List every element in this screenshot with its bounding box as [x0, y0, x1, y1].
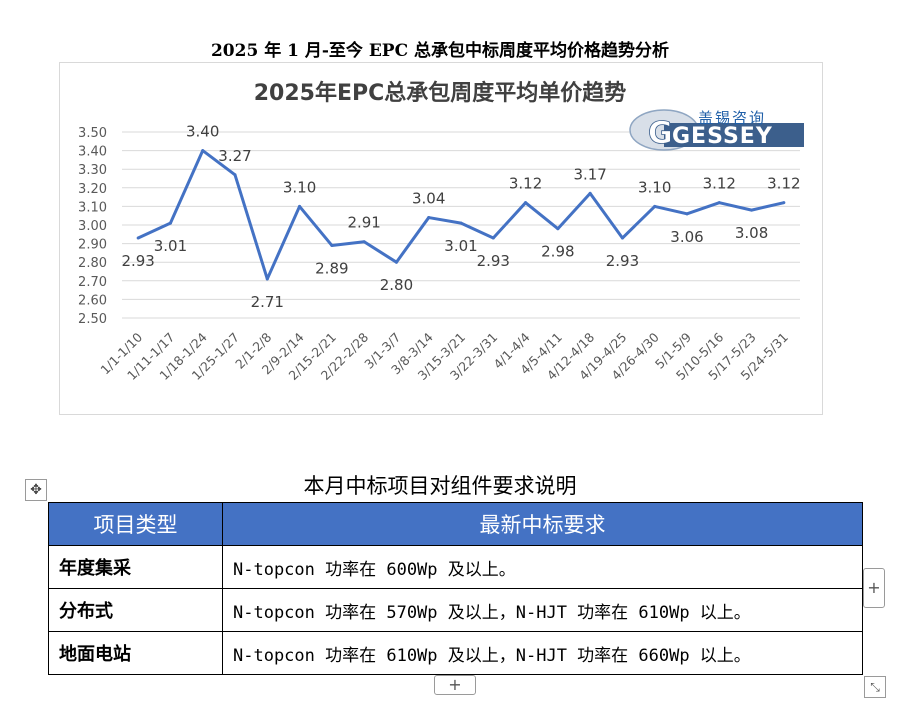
data-label: 2.93: [606, 252, 639, 270]
data-point: [653, 204, 657, 208]
table-header-row: 项目类型 最新中标要求: [48, 502, 863, 546]
data-label: 2.89: [315, 259, 348, 277]
data-point: [491, 236, 495, 240]
logo-cn-text: 盖锡咨询: [698, 109, 767, 127]
data-point: [265, 277, 269, 281]
data-label: 3.04: [412, 190, 445, 208]
data-point: [136, 236, 140, 240]
y-tick-label: 2.80: [78, 256, 107, 271]
cell-project-type[interactable]: 分布式: [48, 588, 223, 632]
add-column-button[interactable]: +: [863, 568, 885, 608]
data-point: [459, 221, 463, 225]
data-point: [168, 221, 172, 225]
cell-requirement[interactable]: N-topcon 功率在 610Wp 及以上，N-HJT 功率在 660Wp 以…: [222, 631, 863, 675]
cell-project-type[interactable]: 地面电站: [48, 631, 223, 675]
data-label: 2.80: [380, 276, 413, 294]
data-point: [782, 201, 786, 205]
gessey-logo-mark: G GESSEY: [629, 109, 804, 151]
y-tick-label: 2.70: [78, 275, 107, 290]
data-label: 2.93: [121, 252, 154, 270]
data-label: 3.40: [186, 123, 219, 141]
y-tick-label: 3.40: [78, 145, 107, 160]
price-series: [136, 149, 786, 281]
requirements-table: 项目类型 最新中标要求 年度集采 N-topcon 功率在 600Wp 及以上。…: [48, 502, 863, 675]
header-requirement: 最新中标要求: [222, 502, 863, 546]
data-label: 2.71: [251, 293, 284, 311]
header-project-type: 项目类型: [48, 502, 223, 546]
data-point: [330, 243, 334, 247]
logo-en-text: GESSEY: [672, 124, 773, 149]
data-label: 3.06: [670, 228, 703, 246]
y-axis-ticks: 3.50 3.40 3.30 3.20 3.10 3.00 2.90 2.80 2.70 2.60…: [78, 126, 107, 327]
data-label: 3.10: [283, 178, 316, 196]
data-point: [233, 173, 237, 177]
y-tick-label: 2.50: [78, 312, 107, 327]
cell-project-type[interactable]: 年度集采: [48, 545, 223, 589]
y-tick-label: 3.20: [78, 182, 107, 197]
data-point: [394, 260, 398, 264]
section-title: 本月中标项目对组件要求说明: [303, 474, 577, 498]
data-point: [427, 216, 431, 220]
gridlines: [122, 131, 800, 319]
price-trend-chart: 2025年EPC总承包周度平均单价趋势 3.50 3.40 3.30 3.20 3.10…: [59, 62, 823, 415]
table-move-handle[interactable]: ✥: [25, 479, 47, 501]
table-resize-handle[interactable]: ⤡: [864, 676, 886, 698]
y-tick-label: 2.60: [78, 293, 107, 308]
data-point: [717, 201, 721, 205]
y-tick-label: 3.30: [78, 163, 107, 178]
gessey-logo: G GESSEY: [628, 103, 806, 151]
y-tick-label: 3.00: [78, 219, 107, 234]
line-chart: 2025年EPC总承包周度平均单价趋势 3.50 3.40 3.30 3.20 3.10…: [78, 80, 801, 383]
data-label: 3.12: [509, 175, 542, 193]
data-label: 3.10: [638, 178, 671, 196]
y-tick-label: 2.90: [78, 238, 107, 253]
data-label: 3.01: [444, 237, 477, 255]
data-point: [362, 240, 366, 244]
data-point: [750, 208, 754, 212]
svg-text:G: G: [648, 116, 673, 151]
data-label: 2.91: [347, 214, 380, 232]
data-point: [620, 236, 624, 240]
add-row-button[interactable]: +: [434, 675, 476, 695]
data-point: [298, 204, 302, 208]
data-label: 2.93: [477, 252, 510, 270]
document-title: 2025 年 1 月-至今 EPC 总承包中标周度平均价格趋势分析: [210, 41, 670, 61]
data-label: 3.01: [154, 237, 187, 255]
data-labels: 2.933.013.403.272.713.102.892.912.803.04…: [121, 123, 800, 311]
data-label: 3.12: [767, 175, 800, 193]
data-point: [685, 212, 689, 216]
x-axis-ticks: 1/1-1/101/11-1/171/18-1/241/25-1/272/1-2…: [97, 329, 791, 383]
data-point: [588, 191, 592, 195]
chart-title: 2025年EPC总承包周度平均单价趋势: [254, 80, 627, 106]
y-tick-label: 3.10: [78, 200, 107, 215]
data-label: 3.17: [573, 165, 606, 183]
data-label: 3.27: [218, 147, 251, 165]
data-label: 2.98: [541, 243, 574, 261]
data-label: 3.08: [735, 224, 768, 242]
data-point: [556, 227, 560, 231]
table-row: 年度集采 N-topcon 功率在 600Wp 及以上。: [48, 545, 863, 589]
data-point: [201, 149, 205, 153]
y-tick-label: 3.50: [78, 126, 107, 141]
data-label: 3.12: [703, 175, 736, 193]
cell-requirement[interactable]: N-topcon 功率在 600Wp 及以上。: [222, 545, 863, 589]
table-row: 分布式 N-topcon 功率在 570Wp 及以上，N-HJT 功率在 610…: [48, 588, 863, 632]
table-row: 地面电站 N-topcon 功率在 610Wp 及以上，N-HJT 功率在 66…: [48, 631, 863, 675]
data-point: [524, 201, 528, 205]
cell-requirement[interactable]: N-topcon 功率在 570Wp 及以上，N-HJT 功率在 610Wp 以…: [222, 588, 863, 632]
